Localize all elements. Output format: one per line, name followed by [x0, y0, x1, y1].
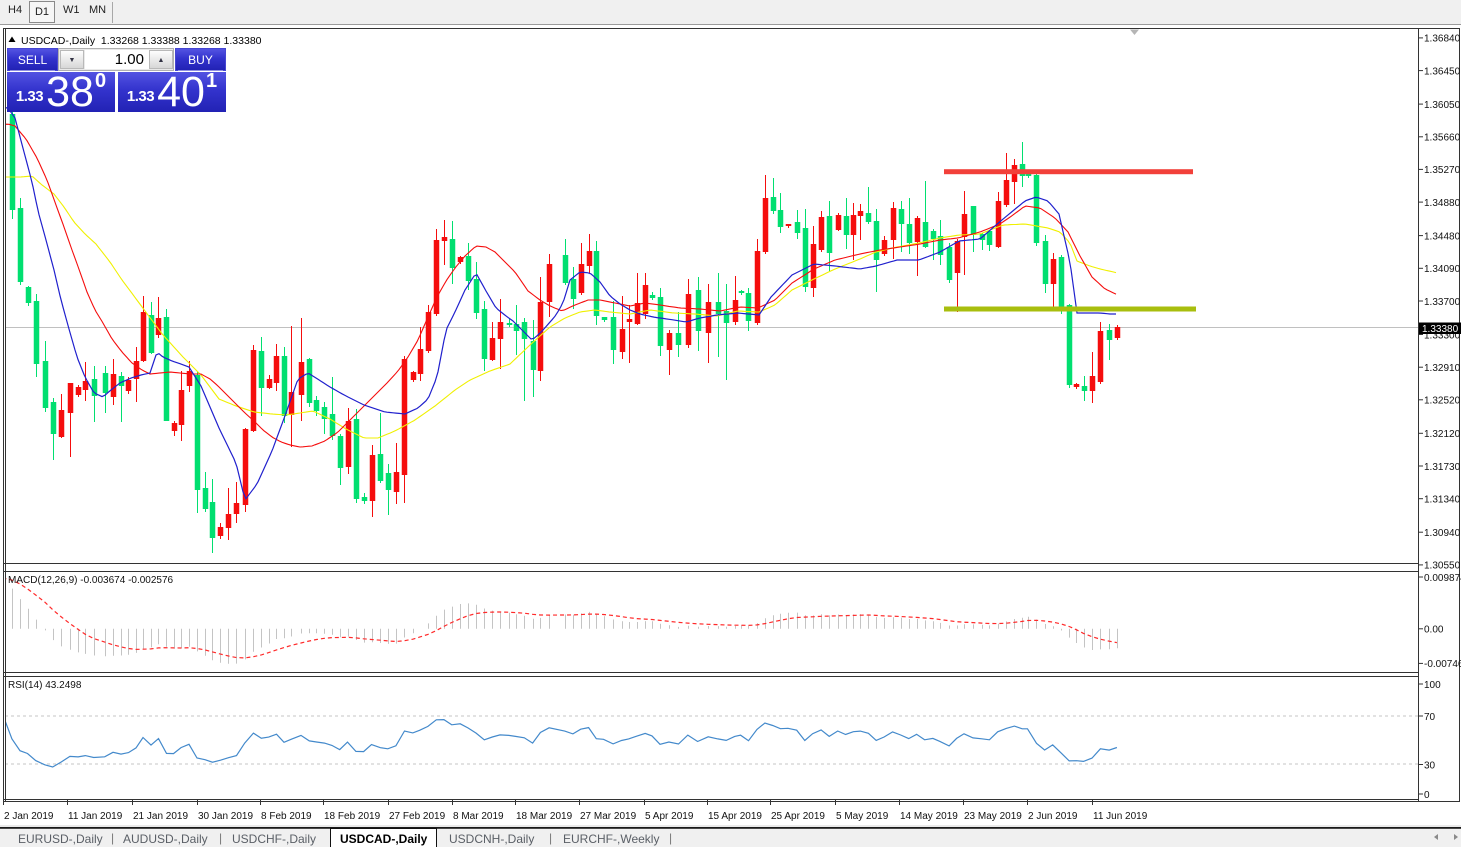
svg-text:5 Apr 2019: 5 Apr 2019: [645, 811, 694, 822]
svg-text:23 May 2019: 23 May 2019: [964, 811, 1022, 822]
svg-text:2 Jan 2019: 2 Jan 2019: [4, 811, 54, 822]
svg-text:1.35270: 1.35270: [1424, 165, 1461, 176]
svg-text:27 Feb 2019: 27 Feb 2019: [389, 811, 446, 822]
svg-text:2 Jun 2019: 2 Jun 2019: [1028, 811, 1078, 822]
svg-text:8 Mar 2019: 8 Mar 2019: [453, 811, 504, 822]
svg-text:30 Jan 2019: 30 Jan 2019: [198, 811, 253, 822]
svg-text:RSI(14) 43.2498: RSI(14) 43.2498: [8, 680, 82, 691]
svg-text:1.33380: 1.33380: [1422, 324, 1459, 335]
svg-text:USDCAD-,Daily 1.33268 1.33388: USDCAD-,Daily 1.33268 1.33388 1.33268 1.…: [21, 35, 262, 47]
svg-text:1.36050: 1.36050: [1424, 100, 1461, 111]
svg-text:0: 0: [1424, 790, 1430, 801]
svg-text:25 Apr 2019: 25 Apr 2019: [771, 811, 825, 822]
svg-text:0.00: 0.00: [1424, 625, 1444, 636]
svg-text:1.34480: 1.34480: [1424, 231, 1461, 242]
svg-text:5 May 2019: 5 May 2019: [836, 811, 889, 822]
svg-text:70: 70: [1424, 712, 1436, 723]
svg-text:1.30550: 1.30550: [1424, 561, 1461, 572]
svg-text:1.30940: 1.30940: [1424, 528, 1461, 539]
svg-text:1.33300: 1.33300: [1424, 330, 1461, 341]
svg-text:1.34090: 1.34090: [1424, 264, 1461, 275]
svg-text:1.32120: 1.32120: [1424, 429, 1461, 440]
svg-text:11 Jan 2019: 11 Jan 2019: [68, 811, 123, 822]
svg-text:30: 30: [1424, 760, 1436, 771]
svg-text:21 Jan 2019: 21 Jan 2019: [133, 811, 188, 822]
svg-text:1.36840: 1.36840: [1424, 34, 1461, 45]
svg-text:1.31730: 1.31730: [1424, 462, 1461, 473]
svg-text:1.36450: 1.36450: [1424, 66, 1461, 77]
svg-text:MACD(12,26,9) -0.003674 -0.002: MACD(12,26,9) -0.003674 -0.002576: [8, 575, 174, 586]
svg-text:1.35660: 1.35660: [1424, 133, 1461, 144]
svg-text:1.34880: 1.34880: [1424, 198, 1461, 209]
svg-text:18 Mar 2019: 18 Mar 2019: [516, 811, 573, 822]
svg-text:1.32910: 1.32910: [1424, 363, 1461, 374]
svg-text:1.31340: 1.31340: [1424, 495, 1461, 506]
svg-text:0.009874: 0.009874: [1424, 573, 1461, 584]
svg-text:27 Mar 2019: 27 Mar 2019: [580, 811, 637, 822]
svg-text:1.32520: 1.32520: [1424, 396, 1461, 407]
svg-text:15 Apr 2019: 15 Apr 2019: [708, 811, 762, 822]
svg-text:11 Jun 2019: 11 Jun 2019: [1093, 811, 1148, 822]
svg-text:14 May 2019: 14 May 2019: [900, 811, 958, 822]
svg-text:100: 100: [1424, 680, 1441, 691]
svg-text:1.33700: 1.33700: [1424, 297, 1461, 308]
svg-text:8 Feb 2019: 8 Feb 2019: [261, 811, 312, 822]
svg-text:18 Feb 2019: 18 Feb 2019: [324, 811, 381, 822]
